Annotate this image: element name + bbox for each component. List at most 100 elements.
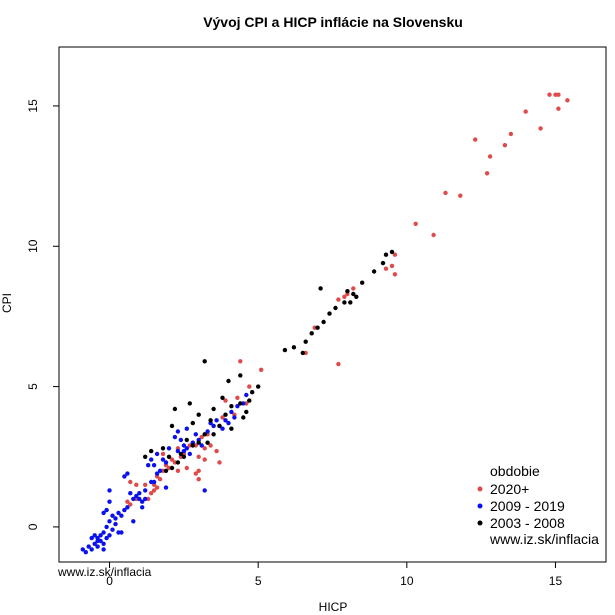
- data-point: [315, 325, 320, 330]
- data-point: [360, 280, 365, 285]
- data-point: [250, 390, 255, 395]
- data-point: [223, 418, 228, 423]
- data-point: [163, 460, 169, 465]
- data-point: [95, 544, 100, 549]
- data-point: [151, 488, 157, 493]
- data-point: [371, 269, 377, 274]
- data-point: [175, 429, 181, 434]
- data-point: [116, 510, 121, 516]
- data-point: [184, 437, 189, 443]
- data-point: [190, 420, 195, 426]
- data-point: [235, 404, 240, 409]
- data-point: [140, 505, 145, 510]
- legend-marker: [477, 520, 483, 526]
- data-point: [214, 418, 219, 423]
- data-point: [327, 311, 332, 316]
- data-point: [137, 491, 142, 496]
- data-point: [134, 482, 139, 487]
- data-point: [187, 401, 192, 406]
- data-point: [113, 516, 118, 521]
- data-point: [151, 479, 157, 485]
- data-point: [101, 541, 106, 546]
- data-point: [199, 434, 204, 440]
- data-point: [199, 443, 204, 448]
- data-point: [160, 457, 166, 462]
- data-point: [184, 465, 189, 471]
- data-point: [547, 92, 552, 97]
- data-point: [508, 131, 514, 137]
- data-point: [208, 443, 213, 448]
- data-point: [226, 378, 231, 384]
- data-point: [131, 519, 136, 524]
- data-point: [336, 297, 341, 302]
- data-point: [389, 249, 395, 255]
- data-point: [125, 499, 130, 504]
- data-point: [300, 350, 305, 356]
- data-point: [336, 361, 341, 367]
- data-point: [166, 454, 172, 459]
- plot-area: [58, 46, 607, 563]
- data-point: [149, 457, 154, 462]
- data-point: [217, 423, 222, 429]
- data-point: [89, 535, 94, 541]
- legend-entry: 2003 - 2008: [490, 515, 565, 531]
- data-point: [202, 488, 207, 493]
- data-point: [392, 272, 398, 277]
- x-tick-label: 15: [549, 574, 563, 588]
- data-point: [247, 384, 252, 389]
- data-point: [256, 384, 261, 389]
- legend-marker: [477, 503, 483, 509]
- data-point: [383, 252, 389, 257]
- data-point: [389, 263, 395, 269]
- data-point: [107, 519, 112, 524]
- data-point: [92, 533, 97, 538]
- data-point: [140, 499, 145, 504]
- data-point: [318, 286, 323, 291]
- data-point: [169, 457, 175, 462]
- data-point: [303, 339, 308, 344]
- data-point: [89, 547, 94, 552]
- y-axis: 0 5 10 15: [26, 99, 59, 530]
- data-point: [291, 345, 297, 350]
- data-point: [202, 446, 207, 451]
- legend-entry: 2009 - 2019: [490, 498, 565, 514]
- data-point: [151, 463, 157, 468]
- data-point: [178, 437, 184, 443]
- data-point: [110, 527, 115, 532]
- data-point: [172, 406, 178, 412]
- data-point: [104, 507, 109, 513]
- data-point: [181, 454, 187, 459]
- data-point: [175, 468, 181, 473]
- y-tick-label: 0: [26, 523, 40, 530]
- data-point: [392, 252, 398, 257]
- data-point: [98, 538, 103, 544]
- data-point: [193, 432, 198, 437]
- data-point: [181, 448, 187, 454]
- data-point: [556, 106, 561, 111]
- data-point: [187, 451, 192, 457]
- data-point: [146, 463, 151, 468]
- data-point: [214, 448, 219, 454]
- data-point: [190, 443, 195, 448]
- chart-title: Vývoj CPI a HICP inflácie na Slovensku: [203, 14, 463, 30]
- data-point: [220, 395, 225, 400]
- data-point: [238, 373, 243, 378]
- x-axis-label: HICP: [319, 600, 348, 614]
- data-point: [383, 266, 389, 271]
- legend-marker: [477, 486, 483, 492]
- data-point: [122, 474, 127, 479]
- x-tick-label: 0: [106, 574, 113, 588]
- data-point: [143, 482, 148, 487]
- data-point: [223, 398, 228, 403]
- y-tick-label: 15: [26, 99, 40, 113]
- data-point: [229, 404, 234, 409]
- data-point: [380, 260, 386, 266]
- data-point: [119, 513, 124, 518]
- data-point: [413, 221, 418, 226]
- data-point: [80, 547, 86, 552]
- data-point: [163, 468, 169, 473]
- data-point: [154, 471, 160, 476]
- legend-watermark: www.iz.sk/inflacia: [489, 531, 599, 547]
- data-point: [128, 491, 133, 496]
